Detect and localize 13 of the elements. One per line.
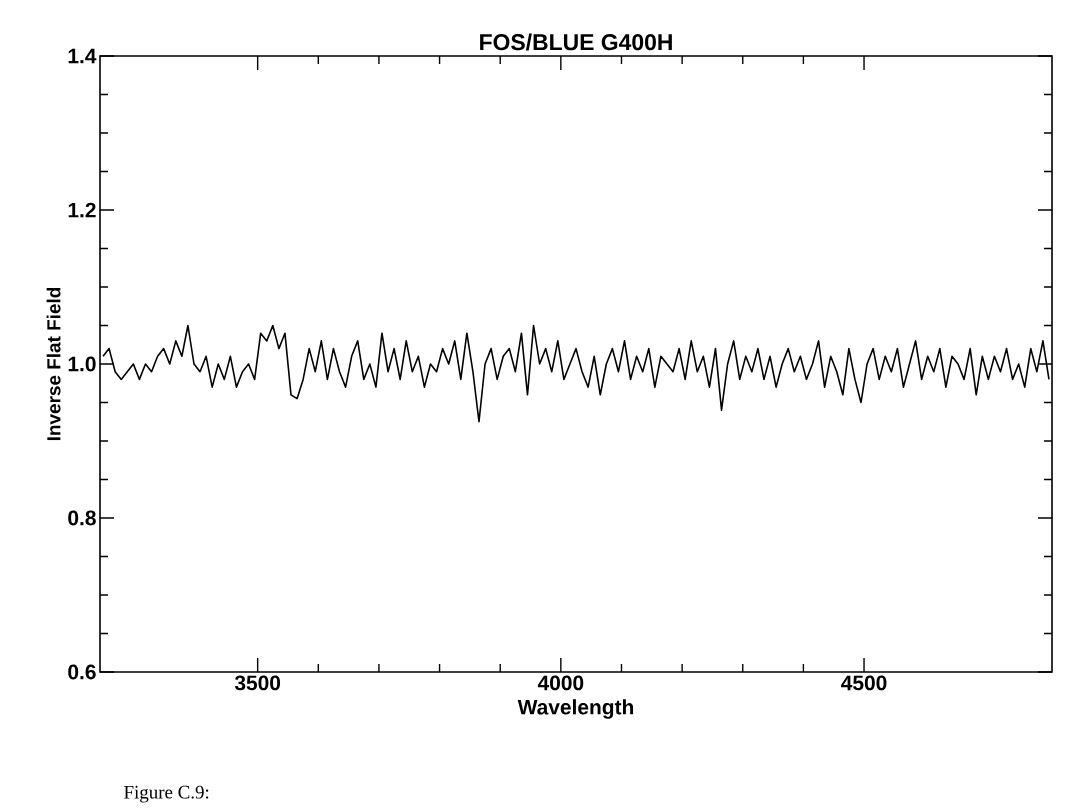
y-tick-label: 1.2 — [68, 202, 96, 218]
x-tick-label: 4000 — [537, 675, 584, 691]
x-tick-label: 4500 — [841, 675, 887, 691]
text: Figure C.9: — [124, 785, 209, 803]
y-tick-label: 0.8 — [68, 510, 96, 526]
y-tick-label: 1.0 — [68, 356, 96, 372]
x-axis-title: Wavelength — [517, 699, 634, 719]
chart-title: FOS/BLUE G400H — [480, 33, 672, 51]
y-tick-label: 1.4 — [68, 48, 97, 64]
line-series — [102, 324, 1050, 423]
x-tick-label: 3500 — [234, 675, 281, 691]
y-axis-title: Inverse Flat Field — [46, 287, 61, 441]
y-tick-label: 0.6 — [68, 664, 96, 680]
